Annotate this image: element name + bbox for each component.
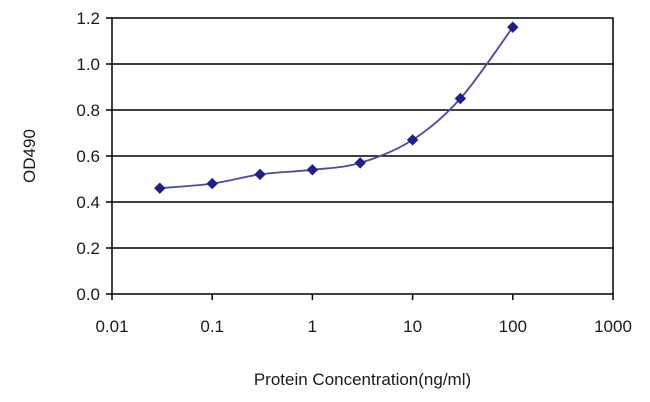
y-tick-label: 1.0 <box>76 55 100 74</box>
x-tick-label: 0.01 <box>95 317 128 336</box>
grid-lines <box>112 63 613 249</box>
x-axis: 0.01 0.1 1 10 100 1000 <box>95 294 632 336</box>
x-tick-label: 100 <box>499 317 527 336</box>
y-tick-label: 0.4 <box>76 193 100 212</box>
data-point <box>254 168 266 181</box>
series-group <box>154 21 519 194</box>
data-point <box>206 177 218 190</box>
y-axis: 0.0 0.2 0.4 0.6 0.8 1.0 1.2 <box>76 9 112 304</box>
x-axis-title: Protein Concentration(ng/ml) <box>254 370 471 389</box>
y-tick-label: 0.8 <box>76 101 100 120</box>
data-point <box>154 182 166 194</box>
y-tick-label: 0.2 <box>76 239 100 258</box>
y-tick-label: 1.2 <box>76 9 100 28</box>
data-point <box>354 157 366 169</box>
series-line <box>159 26 514 190</box>
data-point <box>507 21 519 33</box>
data-point <box>454 92 467 105</box>
data-point <box>406 134 419 146</box>
x-tick-label: 1 <box>308 317 317 336</box>
x-tick-label: 10 <box>403 317 422 336</box>
x-tick-label: 1000 <box>594 317 632 336</box>
y-tick-label: 0.6 <box>76 147 100 166</box>
y-tick-label: 0.0 <box>76 285 100 304</box>
y-axis-title: OD490 <box>20 129 39 183</box>
x-tick-label: 0.1 <box>200 317 224 336</box>
data-point <box>306 164 319 176</box>
